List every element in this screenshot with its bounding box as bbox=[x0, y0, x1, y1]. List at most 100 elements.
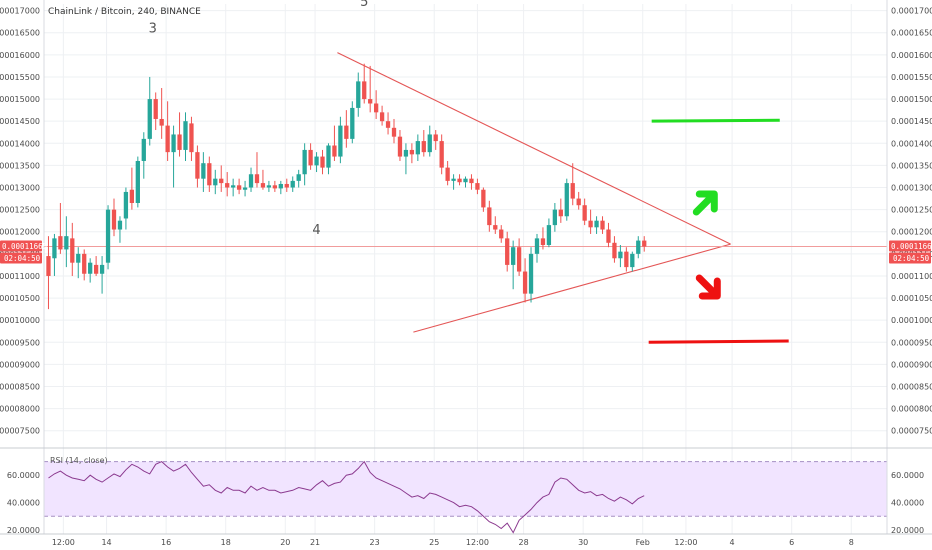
candle-body bbox=[540, 238, 546, 246]
candle-body bbox=[177, 134, 182, 150]
candle-body bbox=[231, 185, 236, 188]
y-tick-label-right: 0.00009500 bbox=[891, 338, 932, 347]
x-tick-label: Feb bbox=[636, 538, 650, 547]
candle-body bbox=[445, 167, 450, 181]
candle-body bbox=[469, 178, 474, 184]
candle-body bbox=[487, 207, 492, 226]
y-tick-label-left: 0.00013000 bbox=[0, 184, 40, 193]
y-tick-label-left: 0.00017000 bbox=[0, 7, 40, 16]
y-tick-label-right: 0.00012000 bbox=[891, 228, 932, 237]
candle-body bbox=[189, 123, 194, 153]
y-tick-label-left: 0.00007500 bbox=[0, 427, 40, 436]
rsi-pane bbox=[44, 460, 887, 534]
candle-body bbox=[451, 178, 456, 181]
candle-body bbox=[415, 141, 420, 155]
y-tick-label-right: 0.00008000 bbox=[891, 405, 932, 414]
candle-body bbox=[296, 174, 301, 181]
candle-body bbox=[76, 253, 81, 263]
y-tick-label-left: 0.00014500 bbox=[0, 117, 40, 126]
candle-body bbox=[558, 209, 563, 217]
candle-body bbox=[129, 189, 135, 203]
candle-body bbox=[111, 209, 117, 230]
price-badge-left bbox=[0, 240, 42, 252]
candle-body bbox=[195, 152, 200, 179]
candle-body bbox=[165, 125, 170, 153]
y-tick-label-left: 0.00016500 bbox=[0, 29, 40, 38]
candle-body bbox=[385, 121, 391, 128]
y-tick-label-left: 0.00014000 bbox=[0, 139, 40, 148]
candle-body bbox=[594, 220, 599, 228]
wave-label: 4 bbox=[312, 223, 320, 238]
x-tick-label: 21 bbox=[310, 538, 320, 547]
candle-body bbox=[93, 264, 99, 274]
candle-body bbox=[46, 256, 51, 276]
candle-body bbox=[254, 174, 260, 184]
x-tick-label: 12:00 bbox=[466, 538, 489, 547]
x-tick-label: 6 bbox=[789, 538, 794, 547]
candle-body bbox=[242, 187, 248, 190]
bullish-arrow-shaft bbox=[692, 192, 716, 216]
candle-body bbox=[630, 253, 635, 268]
candle-body bbox=[606, 229, 611, 243]
rsi-tick-label-right: 20.0000 bbox=[891, 526, 924, 535]
y-tick-label-left: 0.00010000 bbox=[0, 316, 40, 325]
candle-body bbox=[58, 236, 63, 250]
candle-body bbox=[505, 238, 510, 265]
candle-body bbox=[135, 160, 140, 203]
y-tick-label-left: 0.00016000 bbox=[0, 51, 40, 60]
candle-body bbox=[642, 240, 647, 247]
candle-body bbox=[552, 209, 558, 226]
candle-body bbox=[141, 138, 146, 161]
candle-body bbox=[207, 163, 212, 186]
candle-body bbox=[362, 81, 367, 100]
y-tick-label-right: 0.00014500 bbox=[891, 117, 932, 126]
bearish-arrow-shaft bbox=[695, 274, 719, 298]
x-tick-label: 4 bbox=[730, 538, 735, 547]
x-tick-label: 18 bbox=[221, 538, 231, 547]
x-tick-label: 23 bbox=[370, 538, 380, 547]
y-tick-label-left: 0.00009500 bbox=[0, 338, 40, 347]
candle-body bbox=[475, 183, 480, 190]
candle-body bbox=[493, 225, 498, 230]
candle-body bbox=[290, 180, 295, 188]
y-tick-label-left: 0.00012500 bbox=[0, 206, 40, 215]
y-tick-label-right: 0.00012500 bbox=[891, 206, 932, 215]
price-badge-right bbox=[889, 240, 931, 252]
candle-body bbox=[225, 183, 230, 188]
y-tick-label-right: 0.00014000 bbox=[891, 139, 932, 148]
candle-body bbox=[70, 238, 75, 263]
countdown-badge-right-label: 02:04:50 bbox=[893, 254, 930, 263]
candle-body bbox=[88, 262, 93, 274]
y-tick-label-right: 0.00016500 bbox=[891, 29, 932, 38]
candle-body bbox=[213, 178, 218, 186]
downside-target-line bbox=[648, 339, 789, 344]
trendline-lower bbox=[413, 243, 731, 333]
trendline-upper bbox=[337, 52, 731, 245]
countdown-badge-right bbox=[889, 252, 931, 264]
candle-body bbox=[326, 145, 331, 168]
candle-body bbox=[403, 149, 409, 157]
candle-body bbox=[338, 125, 343, 157]
y-tick-label-left: 0.00012000 bbox=[0, 228, 40, 237]
x-tick-label: 28 bbox=[518, 538, 528, 547]
rsi-band bbox=[44, 461, 887, 517]
candle-body bbox=[302, 149, 307, 175]
rsi-tick-label-right: 40.0000 bbox=[891, 499, 924, 508]
candle-body bbox=[421, 141, 426, 153]
candle-body bbox=[534, 238, 540, 254]
rsi-tick-label-left: 60.0000 bbox=[7, 471, 40, 480]
y-tick-label-right: 0.00011000 bbox=[891, 272, 932, 281]
candle-body bbox=[314, 156, 319, 166]
candle-body bbox=[332, 145, 337, 157]
candle-body bbox=[373, 103, 379, 113]
countdown-badge-left bbox=[0, 252, 42, 264]
candle-body bbox=[433, 134, 438, 142]
y-tick-label-left: 0.00015500 bbox=[0, 73, 40, 82]
rsi-line bbox=[48, 460, 645, 534]
candle-body bbox=[117, 220, 123, 230]
candle-body bbox=[570, 183, 575, 199]
candle-body bbox=[248, 174, 254, 188]
candle-body bbox=[284, 183, 289, 188]
candle-body bbox=[612, 242, 617, 259]
